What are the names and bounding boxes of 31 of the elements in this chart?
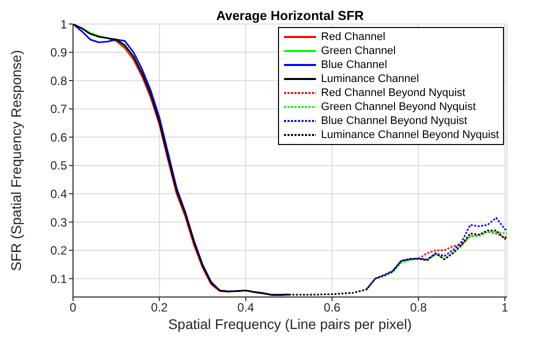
y-tick-label: 0.6 xyxy=(50,130,68,144)
y-tick-label: 0.1 xyxy=(50,272,68,286)
line-series xyxy=(383,231,507,277)
legend-label: Blue Channel Beyond Nyquist xyxy=(321,114,468,128)
y-tick-label: 1 xyxy=(60,17,68,32)
x-axis-title: Spatial Frequency (Line pairs per pixel) xyxy=(168,316,412,332)
legend-label: Green Channel Beyond Nyquist xyxy=(321,100,476,114)
legend-label: Blue Channel xyxy=(321,58,388,72)
legend-label: Red Channel Beyond Nyquist xyxy=(321,86,466,100)
line-series xyxy=(418,231,507,260)
legend-label: Luminance Channel Beyond Nyquist xyxy=(321,128,499,142)
x-tick-label: 0.8 xyxy=(410,300,428,315)
y-tick-label: 0.7 xyxy=(50,102,68,116)
x-tick-label: 0.2 xyxy=(151,300,168,315)
x-tick-label: 0.4 xyxy=(237,300,254,315)
x-tick-label: 0.6 xyxy=(324,300,341,315)
line-series xyxy=(80,26,134,58)
x-tick-label: 1 xyxy=(501,300,508,315)
y-tick-label: 0.9 xyxy=(50,46,68,60)
y-tick-label: 0.3 xyxy=(50,215,68,230)
y-axis-title: SFR (Spatial Frequency Response) xyxy=(8,50,24,271)
y-tick-label: 0.8 xyxy=(50,74,68,88)
legend-label: Luminance Channel xyxy=(321,72,419,86)
y-tick-label: 0.2 xyxy=(50,244,68,258)
x-tick-label: 0 xyxy=(70,300,77,315)
legend-label: Red Channel xyxy=(321,30,386,44)
y-tick-label: 0.4 xyxy=(50,187,68,201)
chart-title: Average Horizontal SFR xyxy=(215,8,365,23)
legend-label: Green Channel xyxy=(321,44,396,58)
line-series xyxy=(366,216,507,290)
y-tick-label: 0.5 xyxy=(50,158,68,173)
